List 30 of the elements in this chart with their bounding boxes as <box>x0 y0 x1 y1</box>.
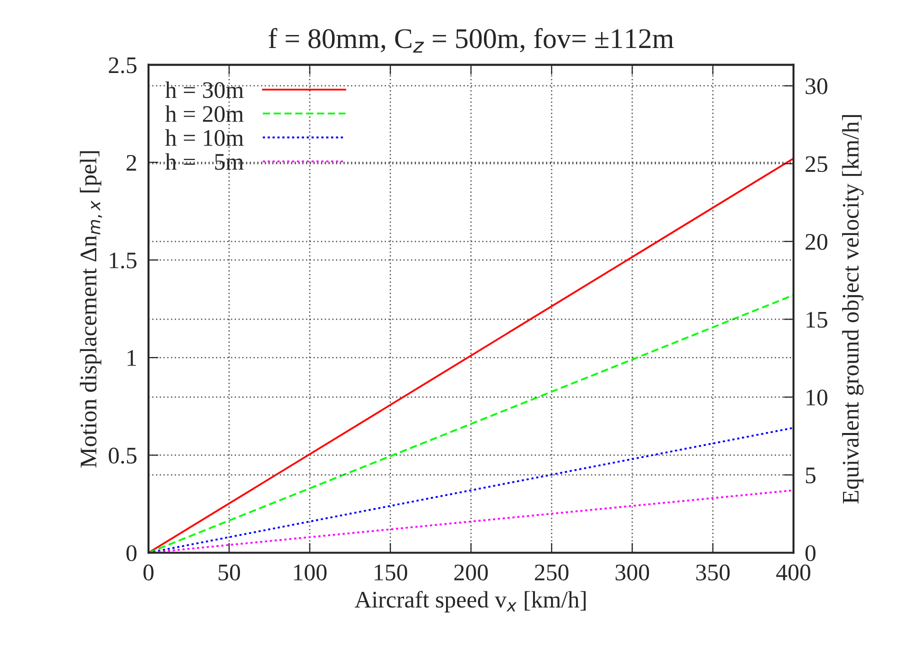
x-tick-label: 50 <box>218 564 240 580</box>
y2-tick-label: 0 <box>805 545 816 562</box>
y-tick-label: 2 <box>126 154 136 171</box>
x-tick-label: 300 <box>616 564 650 580</box>
x-tick-label: 100 <box>294 564 327 580</box>
y2-axis-title: Equivalent ground object velocity [km/h] <box>842 115 864 504</box>
y-tick-label: 0.5 <box>108 448 136 464</box>
y2-tick-label: 10 <box>806 390 828 406</box>
x-tick-label: 150 <box>374 564 408 580</box>
x-tick-label: 0 <box>143 564 154 580</box>
x-tick-label: 350 <box>696 564 730 580</box>
chart-title: f = 80mm, C$_{z}$ = 500m, fov= ±112m <box>268 28 674 53</box>
x-tick-label: 250 <box>534 564 568 580</box>
y2-tick-label: 15 <box>806 312 828 328</box>
legend-label: h = 5m <box>165 153 244 170</box>
legend-label: h = 10m <box>165 129 244 146</box>
y2-tick-label: 20 <box>806 234 828 250</box>
y2-tick-label: 5 <box>806 468 816 484</box>
y2-tick-label: 30 <box>806 78 828 94</box>
y-tick-label: 2.5 <box>108 57 136 74</box>
y-tick-label: 1 <box>128 350 136 366</box>
legend-label: h = 30m <box>165 81 244 98</box>
legend-label: h = 20m <box>165 105 244 122</box>
x-axis-title: Aircraft speed v$_{x}$ [km/h] <box>354 590 586 612</box>
y-axis-title: Motion displacement Δn$_{m,x}$ [pel] <box>80 151 102 468</box>
y-tick-label: 0 <box>126 545 136 562</box>
x-tick-label: 200 <box>454 564 488 580</box>
y2-tick-label: 25 <box>806 156 828 172</box>
x-tick-label: 400 <box>776 564 810 580</box>
y-tick-label: 1.5 <box>110 252 136 269</box>
